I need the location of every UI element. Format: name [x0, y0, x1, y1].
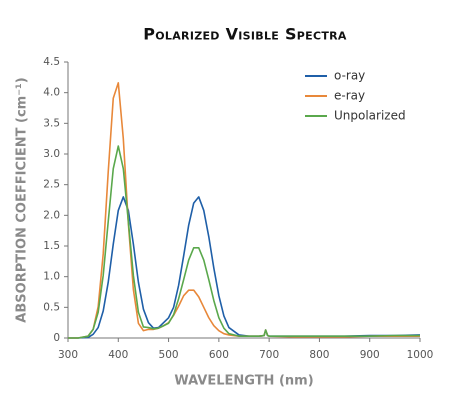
y-axis-label: ABSORPTION COEFFICIENT (cm⁻¹) — [15, 77, 30, 322]
y-tick-label: 3.5 — [43, 117, 60, 129]
x-axis-label: WAVELENGTH (nm) — [174, 374, 313, 389]
x-tick-label: 400 — [108, 349, 128, 361]
y-tick-label: 1.0 — [43, 271, 60, 283]
x-tick-label: 800 — [309, 349, 329, 361]
y-tick-label: 1.5 — [43, 240, 60, 252]
x-tick-label: 900 — [360, 349, 380, 361]
y-tick-label: 0.5 — [43, 301, 60, 313]
legend-label: e-ray — [334, 89, 365, 103]
x-tick-label: 700 — [259, 349, 279, 361]
y-tick-label: 4.0 — [43, 87, 60, 99]
y-tick-label: 0 — [53, 332, 60, 344]
y-tick-label: 3.0 — [43, 148, 60, 160]
legend-label: o-ray — [334, 69, 365, 83]
x-tick-label: 1000 — [407, 349, 434, 361]
y-tick-label: 2.5 — [43, 179, 60, 191]
y-tick-label: 2.0 — [43, 209, 60, 221]
legend-label: Unpolarized — [334, 109, 406, 123]
y-tick-label: 4.5 — [43, 56, 60, 68]
chart-title: Polarized Visible Spectra — [143, 25, 347, 44]
x-tick-label: 300 — [58, 349, 78, 361]
series-line — [68, 145, 420, 339]
x-tick-label: 500 — [159, 349, 179, 361]
series-line — [68, 196, 421, 339]
x-tick-label: 600 — [209, 349, 229, 361]
